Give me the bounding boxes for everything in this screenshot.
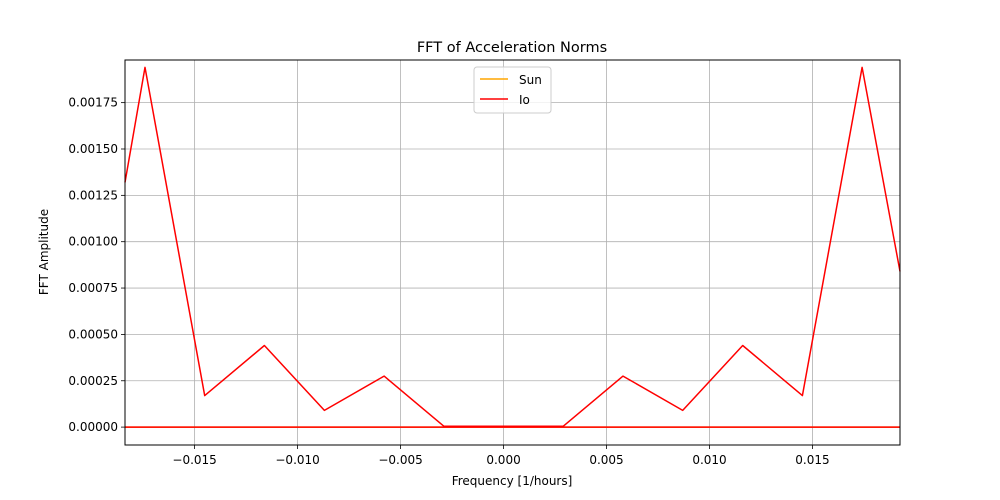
x-tick-label: 0.015 [795,453,829,467]
y-tick-label: 0.00025 [68,374,118,388]
x-tick-label: −0.010 [275,453,319,467]
series-lines [124,66,901,428]
chart-title: FFT of Acceleration Norms [417,40,607,56]
y-tick-label: 0.00075 [68,281,118,295]
x-tick-label: 0.005 [589,453,623,467]
x-tick-label: −0.005 [378,453,422,467]
x-tick-label: 0.000 [486,453,520,467]
y-axis-label: FFT Amplitude [37,209,51,295]
legend-label-io: Io [519,93,530,107]
legend-label-sun: Sun [519,73,542,87]
y-tick-label: 0.00100 [68,235,118,249]
y-tick-label: 0.00000 [68,420,118,434]
grid [125,60,900,445]
y-tick-label: 0.00150 [68,142,118,156]
plot-frame [124,59,901,446]
x-axis-ticks: −0.015 −0.010 −0.005 0.000 0.005 0.010 0.015 [172,445,830,467]
y-axis-ticks: 0.00000 0.00025 0.00050 0.00075 0.00100 0.001… [68,96,125,434]
x-tick-label: 0.010 [692,453,726,467]
y-tick-label: 0.00050 [68,327,118,341]
x-axis-label: Frequency [1/hours] [452,474,573,488]
y-tick-label: 0.00175 [68,96,118,110]
y-tick-label: 0.00125 [68,188,118,202]
x-tick-label: −0.015 [172,453,216,467]
legend: Sun Io [473,66,552,114]
series-line-io-1 [124,66,901,427]
